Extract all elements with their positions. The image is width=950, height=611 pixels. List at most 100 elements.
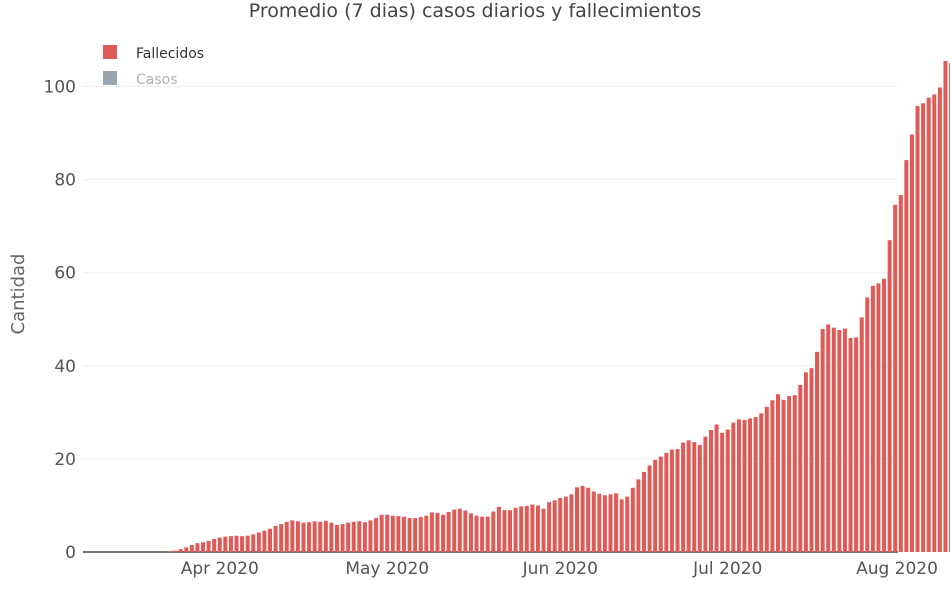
bar-fallecidos[interactable] xyxy=(642,471,647,552)
bar-fallecidos[interactable] xyxy=(664,452,669,552)
bar-fallecidos[interactable] xyxy=(848,337,853,552)
bar-fallecidos[interactable] xyxy=(284,521,289,552)
bar-fallecidos[interactable] xyxy=(513,507,518,552)
bar-fallecidos[interactable] xyxy=(457,508,462,552)
bar-fallecidos[interactable] xyxy=(759,413,764,552)
bar-fallecidos[interactable] xyxy=(854,337,859,552)
bar-fallecidos[interactable] xyxy=(775,394,780,552)
bar-fallecidos[interactable] xyxy=(217,537,222,552)
bar-fallecidos[interactable] xyxy=(401,516,406,552)
bar-fallecidos[interactable] xyxy=(362,522,367,552)
bar-fallecidos[interactable] xyxy=(407,518,412,552)
bar-fallecidos[interactable] xyxy=(625,496,630,552)
bar-fallecidos[interactable] xyxy=(256,532,261,552)
bar-fallecidos[interactable] xyxy=(630,487,635,552)
bar-fallecidos[interactable] xyxy=(552,500,557,552)
bar-fallecidos[interactable] xyxy=(535,505,540,552)
bar-fallecidos[interactable] xyxy=(658,456,663,552)
bar-fallecidos[interactable] xyxy=(446,511,451,552)
bar-fallecidos[interactable] xyxy=(435,512,440,552)
legend-item-casos[interactable]: Casos xyxy=(103,71,178,88)
bar-fallecidos[interactable] xyxy=(385,514,390,552)
bar-fallecidos[interactable] xyxy=(251,534,256,552)
bar-fallecidos[interactable] xyxy=(753,417,758,552)
bar-fallecidos[interactable] xyxy=(692,442,697,552)
bar-fallecidos[interactable] xyxy=(647,465,652,552)
bar-fallecidos[interactable] xyxy=(764,406,769,552)
bar-fallecidos[interactable] xyxy=(787,396,792,552)
bar-fallecidos[interactable] xyxy=(937,87,942,552)
bar-fallecidos[interactable] xyxy=(351,521,356,552)
bar-fallecidos[interactable] xyxy=(301,522,306,552)
bar-fallecidos[interactable] xyxy=(329,522,334,552)
bar-fallecidos[interactable] xyxy=(429,512,434,552)
bar-fallecidos[interactable] xyxy=(943,60,948,552)
bar-fallecidos[interactable] xyxy=(703,436,708,552)
bar-fallecidos[interactable] xyxy=(748,418,753,552)
bar-fallecidos[interactable] xyxy=(334,525,339,552)
bar-fallecidos[interactable] xyxy=(798,384,803,552)
bar-fallecidos[interactable] xyxy=(669,449,674,552)
bar-fallecidos[interactable] xyxy=(491,511,496,552)
bar-fallecidos[interactable] xyxy=(524,505,529,552)
bar-fallecidos[interactable] xyxy=(173,550,178,552)
bar-fallecidos[interactable] xyxy=(323,520,328,552)
bar-fallecidos[interactable] xyxy=(725,429,730,552)
bar-fallecidos[interactable] xyxy=(915,106,920,552)
bar-fallecidos[interactable] xyxy=(809,368,814,552)
bar-fallecidos[interactable] xyxy=(480,516,485,552)
bar-fallecidos[interactable] xyxy=(418,517,423,552)
bar-fallecidos[interactable] xyxy=(842,328,847,552)
bar-fallecidos[interactable] xyxy=(273,525,278,552)
bar-fallecidos[interactable] xyxy=(904,160,909,552)
bar-fallecidos[interactable] xyxy=(870,285,875,552)
bar-fallecidos[interactable] xyxy=(714,424,719,552)
bar-fallecidos[interactable] xyxy=(653,459,658,552)
bar-fallecidos[interactable] xyxy=(882,278,887,552)
bar-fallecidos[interactable] xyxy=(290,520,295,552)
bar-fallecidos[interactable] xyxy=(614,493,619,552)
bar-fallecidos[interactable] xyxy=(195,543,200,552)
bar-fallecidos[interactable] xyxy=(602,495,607,552)
bar-fallecidos[interactable] xyxy=(563,496,568,552)
bar-fallecidos[interactable] xyxy=(262,530,267,552)
bar-fallecidos[interactable] xyxy=(496,506,501,552)
bar-fallecidos[interactable] xyxy=(441,514,446,552)
bar-fallecidos[interactable] xyxy=(619,499,624,552)
bar-fallecidos[interactable] xyxy=(932,94,937,552)
bar-fallecidos[interactable] xyxy=(697,444,702,552)
bar-fallecidos[interactable] xyxy=(792,395,797,552)
bar-fallecidos[interactable] xyxy=(295,521,300,552)
bar-fallecidos[interactable] xyxy=(580,485,585,552)
bar-fallecidos[interactable] xyxy=(608,494,613,552)
bar-fallecidos[interactable] xyxy=(452,509,457,552)
bar-fallecidos[interactable] xyxy=(502,510,507,552)
bar-fallecidos[interactable] xyxy=(887,240,892,553)
bar-fallecidos[interactable] xyxy=(201,542,206,552)
bar-fallecidos[interactable] xyxy=(575,487,580,552)
bar-fallecidos[interactable] xyxy=(508,510,513,552)
bar-fallecidos[interactable] xyxy=(558,498,563,552)
bar-fallecidos[interactable] xyxy=(541,508,546,552)
bar-fallecidos[interactable] xyxy=(893,204,898,552)
bar-fallecidos[interactable] xyxy=(898,194,903,552)
bar-fallecidos[interactable] xyxy=(803,372,808,552)
bar-fallecidos[interactable] xyxy=(770,400,775,552)
bar-fallecidos[interactable] xyxy=(876,283,881,552)
bar-fallecidos[interactable] xyxy=(720,432,725,552)
bar-fallecidos[interactable] xyxy=(681,442,686,552)
bar-fallecidos[interactable] xyxy=(346,522,351,552)
bar-fallecidos[interactable] xyxy=(921,103,926,552)
bar-fallecidos[interactable] xyxy=(234,535,239,552)
bar-fallecidos[interactable] xyxy=(815,351,820,552)
bar-fallecidos[interactable] xyxy=(742,419,747,552)
bar-fallecidos[interactable] xyxy=(245,535,250,552)
bar-fallecidos[interactable] xyxy=(781,399,786,552)
bar-fallecidos[interactable] xyxy=(474,515,479,552)
bar-fallecidos[interactable] xyxy=(859,317,864,552)
legend-item-fallecidos[interactable]: Fallecidos xyxy=(103,45,204,62)
bar-fallecidos[interactable] xyxy=(708,430,714,552)
bar-fallecidos[interactable] xyxy=(591,491,596,552)
bar-fallecidos[interactable] xyxy=(909,134,914,552)
bar-fallecidos[interactable] xyxy=(686,440,691,552)
